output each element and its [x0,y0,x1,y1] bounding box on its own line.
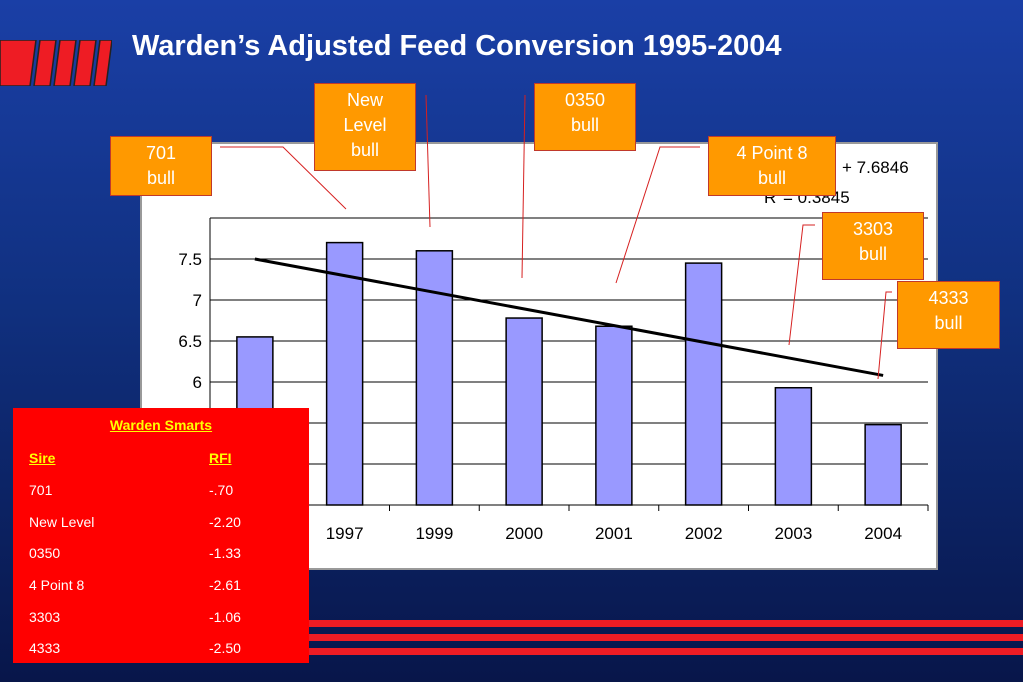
y-tick-label: 7 [193,291,202,310]
callout-3303-bull: 3303 bull [822,212,924,280]
cell-sire: 4333 [29,640,61,656]
x-tick-label: 1999 [415,524,453,543]
x-tick-label: 2002 [685,524,723,543]
x-tick-label: 1997 [326,524,364,543]
leader-line-3303 [788,224,815,346]
table-title: Warden Smarts [109,417,213,433]
callout-line: bull [570,115,600,135]
cell-sire: New Level [29,514,95,530]
callout-4point8-bull: 4 Point 8 bull [708,136,836,196]
bar-2003 [774,386,813,506]
table-row: 4 Point 8 -2.61 [13,577,309,597]
slide-title: Warden’s Adjusted Feed Conversion 1995-2… [132,30,782,62]
callout-line: New [346,90,383,110]
table-row: 701 -.70 [13,482,309,502]
callout-line: 701 [145,143,177,163]
table-row: 4333 -2.50 [13,640,309,660]
cell-sire: 0350 [29,545,61,561]
y-tick-label: 6 [193,373,202,392]
bar-2002 [684,262,723,506]
bar-2000 [505,317,543,506]
stripe [300,648,1023,655]
cell-rfi: -2.61 [209,577,241,593]
callout-line: 0350 [564,90,606,110]
table-row: 0350 -1.33 [13,545,309,565]
callout-line: Level [343,115,387,135]
equation-fragment-1: + 7.6846 [842,158,909,177]
cell-rfi: -1.33 [209,545,241,561]
cell-sire: 701 [29,482,53,498]
callout-line: 4 Point 8 [736,143,808,163]
callout-new-level-bull: New Level bull [314,83,416,171]
cell-sire: 4 Point 8 [29,577,85,593]
leader-line-701 [220,146,347,210]
warden-smarts-table: Warden Smarts Sire RFI 701 -.70 New Leve… [13,408,309,663]
trendline [254,257,884,377]
callout-line: bull [757,168,787,188]
callout-line: bull [350,140,380,160]
table-row: 3303 -1.06 [13,609,309,629]
stripe [300,634,1023,641]
cell-rfi: -1.06 [209,609,241,625]
callout-line: 4333 [928,288,969,308]
callout-0350-bull: 0350 bull [534,83,636,151]
leader-line-4333 [877,291,892,380]
callout-line: bull [934,313,963,333]
callout-line: bull [146,168,176,188]
callout-line: bull [858,244,888,264]
table-row: New Level -2.20 [13,514,309,534]
x-tick-label: 2003 [774,524,812,543]
cell-rfi: -2.20 [209,514,241,530]
stripe [300,620,1023,627]
cell-rfi: -.70 [209,482,234,498]
y-tick-label: 6.5 [178,332,202,351]
header-sire: Sire [29,450,56,466]
cell-rfi: -2.50 [209,640,241,656]
x-tick-label: 2000 [505,524,543,543]
x-tick-label: 2004 [864,524,902,543]
logo-stripes [0,40,112,86]
bar-1997 [325,241,364,506]
leader-line-new-level [425,94,431,228]
x-tick-label: 2001 [595,524,633,543]
cell-sire: 3303 [29,609,61,625]
leader-line-4point8 [615,146,700,284]
decorative-stripes [300,620,1023,662]
callout-4333-bull: 4333 bull [897,281,1000,349]
bar-2004 [864,423,902,506]
leader-line-0350 [521,94,526,279]
callout-line: 3303 [852,219,894,239]
callout-701-bull: 701 bull [110,136,212,196]
y-tick-label: 7.5 [178,250,202,269]
header-rfi: RFI [209,450,232,466]
